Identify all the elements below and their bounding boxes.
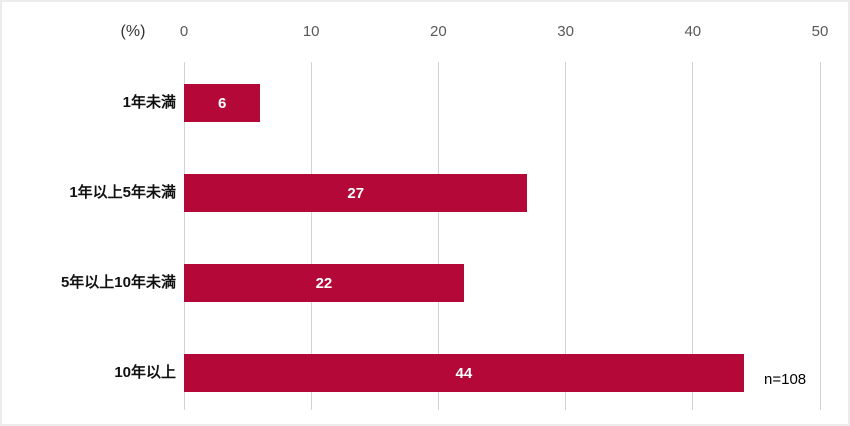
bar: 27 (184, 174, 528, 212)
plot-area: 6 27 22 44 (183, 62, 821, 410)
category-label: 10年以上 (114, 364, 176, 381)
x-tick-label: 10 (302, 23, 320, 40)
bar: 44 (184, 354, 744, 392)
x-tick-label: 50 (811, 23, 829, 40)
category-label: 5年以上10年未満 (60, 274, 176, 291)
bar: 22 (184, 264, 464, 302)
x-tick-label: 20 (430, 23, 447, 40)
axis-unit-label: (%) (120, 23, 146, 40)
category-label: 1年未満 (122, 94, 176, 111)
x-tick-label: 0 (179, 23, 189, 40)
gridline (183, 62, 185, 410)
gridline (565, 62, 567, 410)
sample-size-label: n=108 (764, 371, 807, 388)
x-tick-label: 40 (684, 23, 702, 40)
gridline (692, 62, 694, 410)
gridline (437, 62, 439, 410)
bar-value-label: 44 (455, 364, 473, 382)
gridline (310, 62, 312, 410)
bar-value-label: 27 (347, 184, 365, 202)
bar: 6 (184, 84, 261, 122)
x-tick-label: 30 (557, 23, 574, 40)
x-axis: 0 10 20 30 40 50 (180, 23, 829, 45)
gridline (819, 62, 821, 410)
category-axis: 1年未満 1年以上5年未満 5年以上10年未満 10年以上 (2, 62, 176, 410)
category-label: 1年以上5年未満 (69, 184, 176, 201)
bar-value-label: 6 (217, 94, 227, 112)
bar-value-label: 22 (315, 274, 333, 292)
